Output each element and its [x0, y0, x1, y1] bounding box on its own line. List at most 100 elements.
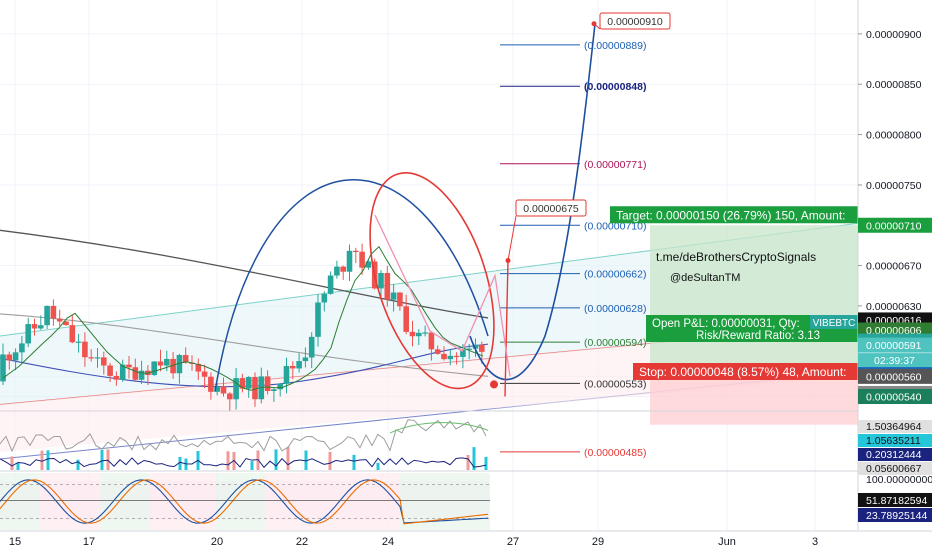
candle-body: [31, 324, 38, 329]
candle-body: [428, 332, 435, 350]
countdown-text: 02:39:37: [874, 355, 915, 367]
volume-bar: [376, 462, 380, 470]
ellipse-pattern: [369, 172, 495, 390]
countdown-tag: 02:39:37: [858, 353, 932, 368]
candle-body: [38, 325, 44, 329]
volume-bar: [328, 451, 332, 470]
callout-top: 0.00000910: [599, 12, 671, 30]
fib-level-label: (0.00000889): [584, 40, 646, 52]
marker-dot: [490, 380, 498, 389]
volume-bar: [16, 462, 20, 470]
candle-body: [107, 365, 113, 376]
y-tick-label: 0.00000750: [866, 180, 922, 192]
candle-body: [479, 344, 485, 352]
candle-body: [63, 321, 69, 326]
candle-body: [25, 324, 31, 344]
volume-bar: [466, 454, 470, 470]
stoch-k-line: [0, 479, 489, 524]
candle-body: [315, 302, 321, 337]
stoch-zone: [330, 473, 400, 530]
candle-body: [151, 361, 157, 375]
candle-body: [50, 305, 57, 319]
price-tag-box: [858, 217, 932, 233]
price-tag-box: [858, 389, 932, 404]
fib-level-label: (0.00000662): [584, 269, 646, 281]
candle-body: [170, 358, 176, 374]
candle-body: [334, 266, 340, 276]
indicator2-tag-box: [858, 508, 932, 522]
callout-top-box: [599, 12, 671, 30]
x-tick-label: 22: [296, 536, 308, 548]
zigzag-line: [374, 214, 511, 377]
candle-body: [422, 332, 428, 334]
x-tick-label: 3: [812, 536, 818, 548]
symbol-tag: VIBEBTC: [810, 315, 858, 329]
indicator1-tag-text: 1.50364964: [866, 421, 922, 433]
candle-body: [472, 344, 479, 349]
fib-level-label: (0.00000594): [584, 337, 646, 349]
indicator2-tag: 51.87182594: [858, 493, 932, 507]
indicator1-tag-text: 0.20312444: [866, 449, 922, 461]
candle-body: [353, 250, 359, 253]
x-tick-label: 27: [507, 536, 519, 548]
volume-bar: [178, 456, 182, 470]
indicator1-tag-box: [858, 434, 932, 447]
countdown-box: [858, 353, 932, 368]
arc-pattern-line: [214, 178, 489, 392]
indicator1-tag: 0.05600667: [858, 462, 932, 475]
pnl-label: Open P&L: 0.00000031, Qty:Risk/Reward Ra…: [646, 315, 858, 342]
candle-body: [416, 332, 422, 337]
candle-body: [365, 261, 372, 268]
x-tick-label: 15: [9, 536, 21, 548]
candle-body: [75, 341, 82, 343]
channel-lower-fill: [0, 323, 858, 452]
candle-body: [233, 378, 239, 400]
volume-bar: [472, 447, 476, 470]
candle-body: [220, 386, 227, 394]
indicator2-tick-label: 100.00000000: [866, 474, 932, 486]
position-loss-zone: [650, 376, 858, 425]
candle-body: [69, 325, 76, 343]
candle-body: [157, 361, 164, 366]
candle-body: [94, 357, 101, 359]
volume-bar: [226, 451, 230, 470]
candle-body: [113, 375, 120, 380]
x-tick-label: 17: [83, 536, 95, 548]
indicator1-tag: 1.50364964: [858, 420, 932, 433]
indicator1-line-a: [0, 419, 487, 453]
price-tag: 0.00000560: [858, 368, 932, 384]
candle-body: [271, 389, 277, 392]
ma-fast-line: [2, 245, 484, 391]
indicator1-tag: 1.05635211: [858, 434, 932, 447]
candle-body: [182, 355, 189, 363]
projection-line: [504, 260, 509, 397]
candle-body: [208, 376, 214, 392]
candle-body: [201, 371, 208, 377]
volume-bar: [40, 450, 44, 470]
fib-level-label: (0.00000485): [584, 447, 646, 459]
candle-body: [302, 357, 309, 362]
fib-level-label: (0.00000628): [584, 303, 646, 315]
candle-body: [176, 355, 183, 374]
indicator2-tag-text: 23.78925144: [866, 510, 927, 522]
volume-bar: [76, 459, 80, 470]
candle-body: [126, 364, 132, 368]
price-tag: 0.00000591: [858, 337, 932, 353]
volume-bar: [106, 449, 110, 470]
stoch-zone: [150, 473, 215, 530]
candle-body: [44, 305, 50, 326]
price-tag-box: [858, 368, 932, 384]
price-tag: 0.00000540: [858, 389, 932, 404]
fib-level-label: (0.00000553): [584, 378, 646, 390]
ma-long-line: [0, 229, 489, 319]
target-label-text: Target: 0.00000150 (26.79%) 150, Amount:: [616, 208, 846, 222]
candle-body: [132, 367, 139, 380]
candle-body: [19, 343, 25, 353]
candle-body: [138, 370, 145, 380]
x-tick-label: 24: [382, 536, 394, 548]
candle-body: [290, 365, 296, 369]
y-tick-label: 0.00000800: [866, 130, 922, 142]
indicator1-tag-box: [858, 420, 932, 433]
